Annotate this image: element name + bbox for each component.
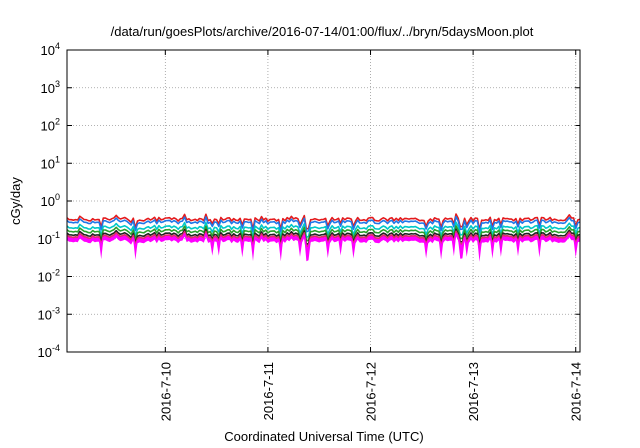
y-tick-label: 10-4 bbox=[38, 343, 60, 360]
y-tick-label: 102 bbox=[41, 117, 60, 134]
grid bbox=[67, 49, 580, 353]
y-axis: 10-4 10-3 10-2 10-1 100 101 102 103 104 bbox=[38, 41, 60, 360]
series-line bbox=[66, 221, 581, 239]
x-axis-label: Coordinated Universal Time (UTC) bbox=[224, 429, 423, 444]
y-tick-label: 10-1 bbox=[38, 230, 60, 247]
y-tick-label: 104 bbox=[41, 41, 60, 58]
y-tick-label: 101 bbox=[41, 154, 60, 171]
y-tick-label: 103 bbox=[41, 79, 60, 96]
x-tick-label: 2016-7-14 bbox=[569, 362, 584, 421]
chart-title: /data/run/goesPlots/archive/2016-07-14/0… bbox=[111, 24, 534, 39]
y-tick-label: 10-3 bbox=[38, 305, 60, 322]
plot-frame bbox=[66, 49, 581, 353]
series-line bbox=[66, 232, 581, 251]
x-tick-label: 2016-7-11 bbox=[261, 362, 276, 420]
x-tick-label: 2016-7-10 bbox=[158, 362, 173, 421]
y-tick-label: 10-2 bbox=[38, 268, 60, 285]
series-line bbox=[66, 215, 581, 234]
series-layer bbox=[66, 213, 581, 251]
series-line bbox=[66, 213, 581, 231]
x-tick-label: 2016-7-13 bbox=[466, 362, 481, 421]
x-axis: 2016-7-10 2016-7-11 2016-7-12 2016-7-13 2016… bbox=[158, 362, 583, 421]
y-tick-label: 100 bbox=[41, 192, 60, 209]
y-axis-label: cGy/day bbox=[8, 177, 23, 225]
series-line bbox=[66, 230, 581, 248]
series-line bbox=[66, 225, 581, 243]
series-line bbox=[66, 228, 581, 246]
x-tick-label: 2016-7-12 bbox=[364, 362, 379, 421]
